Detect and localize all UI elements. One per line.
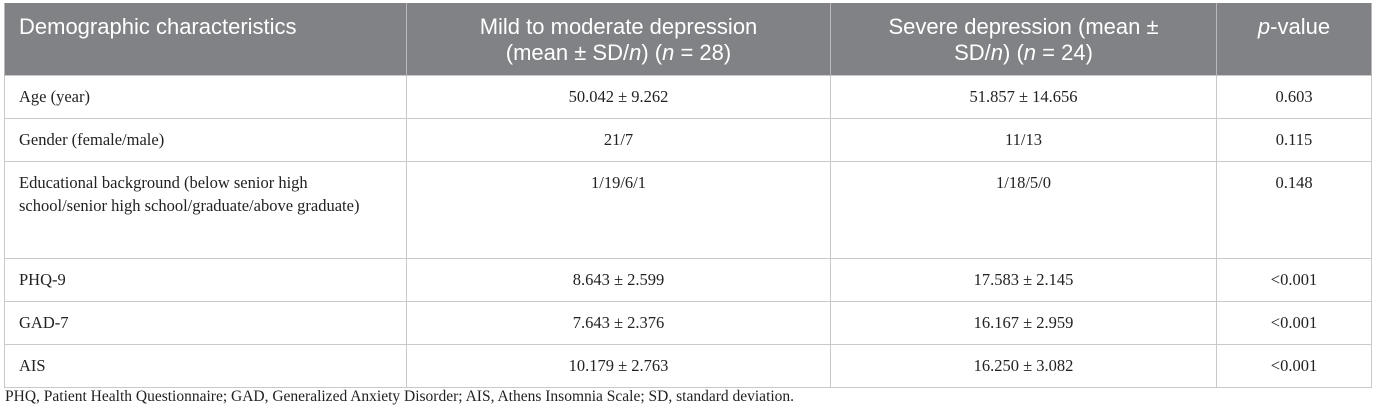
row-label: PHQ-9 (4, 258, 407, 302)
mild-value: 50.042 ± 9.262 (406, 75, 831, 119)
header-row: Demographic characteristics Mild to mode… (4, 3, 1372, 76)
demographics-table: Demographic characteristics Mild to mode… (4, 3, 1372, 388)
severe-value: 11/13 (830, 118, 1217, 162)
severe-value: 16.250 ± 3.082 (830, 344, 1217, 388)
header-severe-depression: Severe depression (mean ± SD/n) (n = 24) (830, 3, 1217, 76)
severe-value: 16.167 ± 2.959 (830, 301, 1217, 345)
row-label: Educational background (below senior hig… (4, 161, 407, 259)
table-row: Age (year) 50.042 ± 9.262 51.857 ± 14.65… (4, 75, 1372, 119)
p-value: <0.001 (1216, 258, 1372, 302)
header-demographic-characteristics: Demographic characteristics (4, 3, 407, 76)
demographics-table-container: Demographic characteristics Mild to mode… (4, 3, 1372, 388)
p-value: 0.115 (1216, 118, 1372, 162)
row-label: Gender (female/male) (4, 118, 407, 162)
p-value: 0.603 (1216, 75, 1372, 119)
row-label: GAD-7 (4, 301, 407, 345)
p-value: <0.001 (1216, 301, 1372, 345)
row-label: AIS (4, 344, 407, 388)
mild-value: 1/19/6/1 (406, 161, 831, 259)
table-row: Educational background (below senior hig… (4, 161, 1372, 259)
table-row: PHQ-9 8.643 ± 2.599 17.583 ± 2.145 <0.00… (4, 258, 1372, 302)
mild-value: 10.179 ± 2.763 (406, 344, 831, 388)
severe-value: 51.857 ± 14.656 (830, 75, 1217, 119)
mild-value: 7.643 ± 2.376 (406, 301, 831, 345)
p-value: <0.001 (1216, 344, 1372, 388)
table-footnote: PHQ, Patient Health Questionnaire; GAD, … (5, 388, 795, 405)
table-header: Demographic characteristics Mild to mode… (4, 3, 1372, 76)
severe-value: 17.583 ± 2.145 (830, 258, 1217, 302)
row-label: Age (year) (4, 75, 407, 119)
header-p-value: p-value (1216, 3, 1372, 76)
severe-value: 1/18/5/0 (830, 161, 1217, 259)
table-row: AIS 10.179 ± 2.763 16.250 ± 3.082 <0.001 (4, 344, 1372, 388)
mild-value: 21/7 (406, 118, 831, 162)
mild-value: 8.643 ± 2.599 (406, 258, 831, 302)
p-value: 0.148 (1216, 161, 1372, 259)
table-row: Gender (female/male) 21/7 11/13 0.115 (4, 118, 1372, 162)
header-mild-to-moderate: Mild to moderate depression (mean ± SD/n… (406, 3, 831, 76)
table-row: GAD-7 7.643 ± 2.376 16.167 ± 2.959 <0.00… (4, 301, 1372, 345)
table-body: Age (year) 50.042 ± 9.262 51.857 ± 14.65… (4, 75, 1372, 388)
